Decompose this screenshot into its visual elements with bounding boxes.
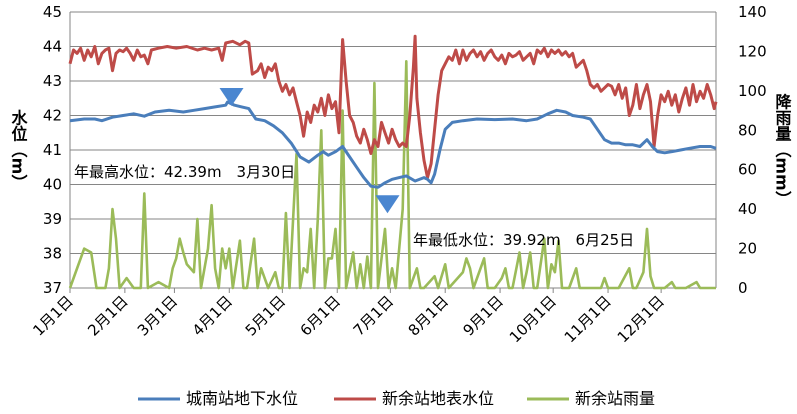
left-tick-label: 40: [43, 176, 62, 194]
legend: 城南站地下水位 新余站地表水位 新余站雨量: [138, 389, 655, 408]
left-tick-label: 37: [43, 279, 62, 297]
legend-label-0: 城南站地下水位: [186, 389, 298, 408]
left-tick-label: 38: [43, 245, 62, 263]
max-marker-triangle: [219, 88, 244, 107]
left-tick-label: 42: [43, 107, 62, 125]
legend-label-1: 新余站地表水位: [382, 389, 494, 408]
right-tick-label: 100: [738, 82, 767, 100]
left-tick-label: 43: [43, 72, 62, 90]
right-tick-label: 140: [738, 3, 767, 21]
series-line-2: [68, 59, 716, 290]
min-annotation: 年最低水位：39.92m 6月25日: [413, 231, 634, 249]
right-tick-label: 120: [738, 42, 767, 60]
left-tick-label: 39: [43, 210, 62, 228]
left-tick-label: 45: [43, 3, 62, 21]
left-tick-label: 44: [43, 38, 62, 56]
right-tick-label: 80: [738, 121, 757, 139]
series-line-0: [69, 100, 717, 189]
max-annotation: 年最高水位：42.39m 3月30日: [74, 163, 295, 181]
left-tick-label: 41: [43, 141, 62, 159]
right-tick-label: 0: [738, 279, 748, 297]
series-line-1: [68, 34, 718, 180]
left-axis-title: 水位（m）: [9, 109, 28, 191]
right-tick-label: 60: [738, 161, 757, 179]
legend-label-2: 新余站雨量: [575, 389, 655, 408]
min-marker-triangle: [375, 195, 400, 214]
right-tick-label: 40: [738, 200, 757, 218]
right-axis-title: 降雨量（mm）: [773, 92, 792, 206]
series-group: [68, 34, 718, 290]
right-tick-label: 20: [738, 240, 757, 258]
